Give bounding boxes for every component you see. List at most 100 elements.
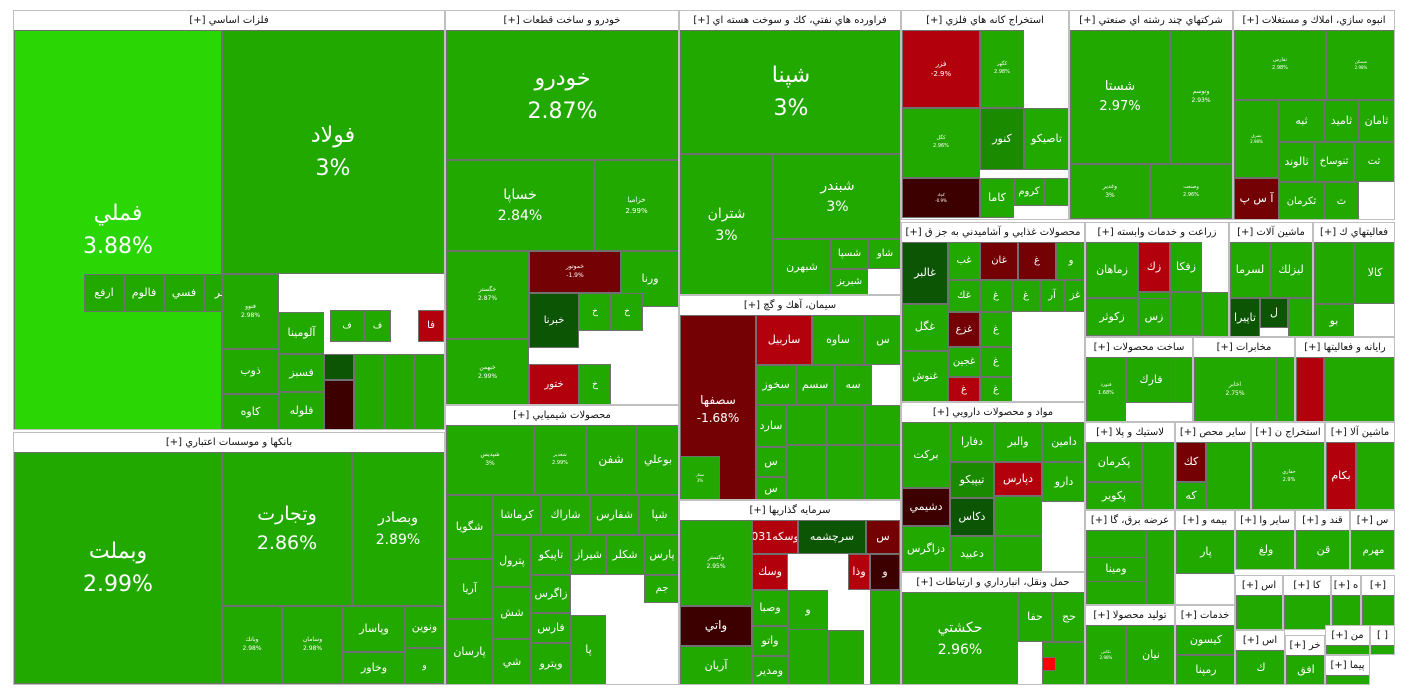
stock-tile[interactable]: زفكا xyxy=(1170,242,1202,292)
stock-tile[interactable]: شش xyxy=(493,587,531,639)
sector-header[interactable]: خودرو و ساخت قطعات [+] xyxy=(446,11,678,30)
sector-header[interactable]: حمل ونقل، انبارداري و ارتباطات [+] xyxy=(902,573,1084,592)
stock-tile-small[interactable] xyxy=(1288,298,1312,336)
sector-header[interactable]: زراعت و خدمات وابسته [+] xyxy=(1086,223,1228,242)
stock-tile-small[interactable] xyxy=(1314,242,1354,304)
stock-tile[interactable]: وبانك 2.98% xyxy=(222,606,282,684)
sector-header[interactable]: استخراج كانه هاي فلزي [+] xyxy=(902,11,1068,30)
stock-tile[interactable]: زكوثر xyxy=(1086,298,1138,336)
stock-tile[interactable]: ليزلك xyxy=(1270,242,1312,298)
sector-header[interactable]: فراورده هاي نفتي، كك و سوخت هسته اي [+] xyxy=(680,11,900,30)
stock-tile[interactable]: ثفارس 2.98% xyxy=(1234,30,1326,100)
sector-header[interactable]: بانكها و موسسات اعتباري [+] xyxy=(14,433,444,452)
stock-tile[interactable]: دفارا xyxy=(950,422,994,462)
stock-tile[interactable]: دارو xyxy=(1042,462,1084,502)
stock-tile[interactable]: وكستر 2.95% xyxy=(680,520,752,606)
stock-tile-small[interactable] xyxy=(1146,530,1174,604)
stock-tile[interactable]: كك xyxy=(1176,442,1206,482)
stock-tile[interactable]: فسي xyxy=(164,274,204,312)
stock-tile[interactable]: كالا xyxy=(1354,242,1394,304)
stock-tile[interactable]: ثالوند xyxy=(1279,142,1314,182)
stock-tile[interactable]: سرچشمه xyxy=(798,520,866,554)
stock-tile[interactable]: غ xyxy=(980,377,1012,401)
stock-tile[interactable]: وبملت 2.99% xyxy=(14,452,222,684)
stock-tile-small[interactable] xyxy=(324,354,354,380)
stock-tile[interactable]: كاما xyxy=(980,178,1014,218)
stock-tile[interactable]: وبصادر 2.89% xyxy=(352,452,444,606)
stock-tile-small[interactable] xyxy=(1142,442,1174,509)
stock-tile[interactable]: كنور xyxy=(980,108,1024,170)
stock-tile-small[interactable] xyxy=(1296,357,1324,421)
stock-tile[interactable]: ثامید xyxy=(1324,100,1359,142)
stock-tile[interactable]: شبريز xyxy=(831,269,868,294)
stock-tile[interactable]: شگويا xyxy=(446,495,493,559)
stock-tile-small[interactable] xyxy=(1202,292,1228,336)
stock-tile-small[interactable] xyxy=(786,445,826,499)
stock-tile[interactable]: و xyxy=(870,554,900,590)
stock-tile[interactable]: سفار 3% xyxy=(680,456,720,499)
stock-tile[interactable]: ثنوساخ xyxy=(1314,142,1354,182)
sector-header[interactable]: محصولات شيميايي [+] xyxy=(446,406,678,425)
stock-tile[interactable]: ذوب xyxy=(222,349,279,394)
stock-tile-small[interactable] xyxy=(1356,442,1394,509)
stock-tile[interactable]: شبهرن xyxy=(773,239,831,294)
stock-tile-small[interactable] xyxy=(324,380,354,429)
sector-header[interactable]: كا [+] xyxy=(1284,576,1330,595)
stock-tile[interactable]: غب xyxy=(948,242,980,280)
stock-tile[interactable]: لسرما xyxy=(1230,242,1270,298)
stock-tile[interactable]: خزاميا 2.99% xyxy=(594,160,678,251)
stock-tile[interactable]: فولاد 3% xyxy=(222,30,444,274)
stock-tile[interactable]: ونوين xyxy=(405,606,444,648)
stock-tile[interactable]: دامين xyxy=(1042,422,1084,462)
stock-tile-small[interactable] xyxy=(1371,645,1394,654)
stock-tile[interactable]: سسم xyxy=(796,365,834,405)
stock-tile-small[interactable] xyxy=(788,626,828,684)
stock-tile[interactable]: فنورد 1.68% xyxy=(1086,357,1126,421)
stock-tile[interactable]: غزع xyxy=(948,312,980,347)
stock-tile[interactable]: وتجارت 2.86% xyxy=(222,452,352,606)
stock-tile[interactable]: بكام xyxy=(1326,442,1356,509)
stock-tile-small[interactable] xyxy=(1326,675,1369,684)
stock-tile[interactable]: تاصيكو xyxy=(1024,108,1068,170)
sector-header[interactable]: قند و [+] xyxy=(1296,511,1349,530)
stock-tile[interactable]: شپديس 3% xyxy=(446,425,534,495)
stock-tile[interactable]: وذا xyxy=(848,554,870,590)
stock-tile[interactable]: غ xyxy=(948,377,980,401)
stock-tile-small[interactable] xyxy=(1044,178,1068,206)
stock-tile-small[interactable] xyxy=(1236,595,1282,629)
stock-tile[interactable]: كه xyxy=(1176,482,1206,509)
stock-tile[interactable]: ومدير xyxy=(752,656,788,684)
sector-header[interactable]: ماشين آلات [+] xyxy=(1230,223,1312,242)
sector-header[interactable]: لاستيك و پلا [+] xyxy=(1086,423,1174,442)
sector-header[interactable]: خر [+] xyxy=(1286,636,1324,655)
stock-tile[interactable]: جم xyxy=(644,575,678,603)
stock-tile[interactable]: فسبز xyxy=(279,354,324,392)
stock-tile-small[interactable] xyxy=(864,405,900,445)
stock-tile[interactable]: زاگرس xyxy=(531,575,571,613)
stock-tile[interactable]: فارس xyxy=(531,613,571,643)
sector-header[interactable]: رايانه و فعاليتها [+] xyxy=(1296,338,1394,357)
stock-tile[interactable]: خ xyxy=(579,293,611,331)
stock-tile[interactable]: خ xyxy=(611,293,643,331)
sector-header[interactable]: استخراج ن [+] xyxy=(1252,423,1324,442)
stock-tile-small[interactable] xyxy=(870,590,900,684)
stock-tile-small[interactable] xyxy=(994,496,1042,536)
stock-tile[interactable]: ثمسكن 2.98% xyxy=(1326,30,1394,100)
stock-tile[interactable]: بوعلي xyxy=(636,425,678,495)
sector-header[interactable]: فلزات اساسي [+] xyxy=(14,11,444,30)
stock-tile[interactable]: و xyxy=(1056,242,1084,280)
stock-tile[interactable]: ك xyxy=(1236,650,1284,684)
stock-tile[interactable]: خگستر 2.87% xyxy=(446,251,529,339)
stock-tile[interactable]: اخابر 2.75% xyxy=(1194,357,1276,421)
stock-tile[interactable]: والبر xyxy=(994,422,1042,462)
stock-tile[interactable]: دزاگرس xyxy=(902,526,950,571)
sector-header[interactable]: خدمات [+] xyxy=(1176,606,1234,625)
sector-header[interactable]: مواد و محصولات دارويي [+] xyxy=(902,403,1084,422)
stock-tile[interactable]: شفن xyxy=(586,425,636,495)
stock-tile-small[interactable] xyxy=(1042,657,1056,671)
stock-tile[interactable]: شستا 2.97% xyxy=(1070,30,1170,164)
stock-tile[interactable]: غجين xyxy=(948,347,980,377)
stock-tile[interactable]: پكرمان xyxy=(1086,442,1142,482)
stock-tile[interactable]: دعبيد xyxy=(950,536,994,571)
stock-tile-small[interactable] xyxy=(1324,357,1394,421)
